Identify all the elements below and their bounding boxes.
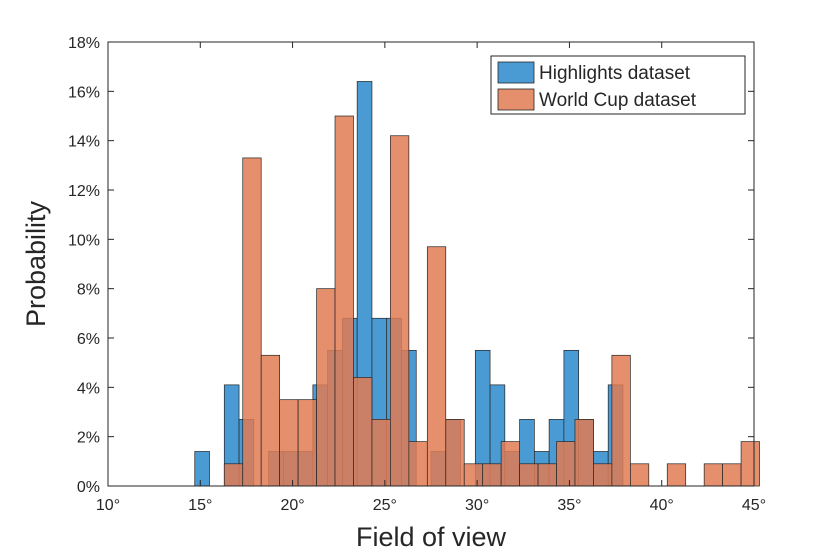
worldcup-bar-21	[611, 354, 631, 487]
worldcup-bar-3	[279, 399, 299, 487]
worldcup-bar-7	[353, 377, 373, 487]
worldcup-bar-15	[500, 441, 520, 487]
x-tick-label: 25°	[373, 497, 397, 514]
y-tick-label: 16%	[68, 84, 100, 101]
legend-swatch-highlights	[497, 61, 535, 84]
worldcup-bar-24	[703, 463, 723, 487]
worldcup-bar-18	[556, 441, 576, 487]
worldcup-bar-10	[408, 441, 428, 487]
x-tick-label: 15°	[188, 497, 212, 514]
worldcup-bar-23	[666, 463, 687, 487]
worldcup-bar-4	[297, 399, 317, 487]
worldcup-bar-1	[242, 157, 262, 487]
plot-frame	[107, 41, 755, 487]
worldcup-bar-13	[463, 463, 484, 487]
legend-swatch-worldcup	[497, 88, 535, 111]
worldcup-bar-11	[426, 246, 447, 487]
x-tick-label: 10°	[96, 497, 120, 514]
y-tick-label: 0%	[77, 479, 100, 496]
y-tick-label: 12%	[68, 183, 100, 200]
y-tick-label: 6%	[77, 331, 100, 348]
x-axis-title: Field of view	[356, 522, 507, 552]
worldcup-bar-19	[574, 419, 594, 487]
y-tick-label: 18%	[68, 35, 100, 52]
legend: Highlights dataset World Cup dataset	[490, 55, 746, 115]
y-tick-label: 8%	[77, 282, 100, 299]
worldcup-bar-22	[629, 463, 650, 487]
x-tick-label: 40°	[650, 497, 674, 514]
y-axis-title: Probability	[21, 200, 51, 327]
x-tick-label: 45°	[742, 497, 766, 514]
worldcup-bar-17	[537, 463, 557, 487]
y-tick-label: 2%	[77, 430, 100, 447]
worldcup-bar-5	[316, 288, 336, 487]
x-tick-label: 20°	[280, 497, 304, 514]
worldcup-bar-25	[722, 463, 742, 487]
worldcup-bar-12	[445, 419, 465, 487]
worldcup-bar-8	[371, 419, 391, 487]
y-tick-label: 4%	[77, 380, 100, 397]
y-tick-label: 14%	[68, 134, 100, 151]
highlights-bar-0	[194, 451, 210, 487]
worldcup-bar-14	[482, 463, 502, 487]
axis-ticks: 10° 15° 20° 25° 30° 35° 40° 45° 0% 2% 4% 6% 8% 10% 12%…	[68, 35, 766, 514]
legend-label-worldcup: World Cup dataset	[539, 90, 697, 111]
y-tick-label: 10%	[68, 232, 100, 249]
worldcup-bar-16	[519, 463, 539, 487]
legend-label-highlights: Highlights dataset	[539, 63, 691, 84]
x-tick-label: 30°	[465, 497, 489, 514]
worldcup-bar-0	[223, 463, 244, 487]
worldcup-bar-26	[740, 441, 760, 487]
worldcup-bar-20	[593, 463, 613, 487]
worldcup-bar-2	[260, 354, 281, 487]
x-tick-label: 35°	[557, 497, 581, 514]
worldcup-bar-9	[390, 135, 410, 487]
worldcup-bar-6	[334, 115, 354, 487]
